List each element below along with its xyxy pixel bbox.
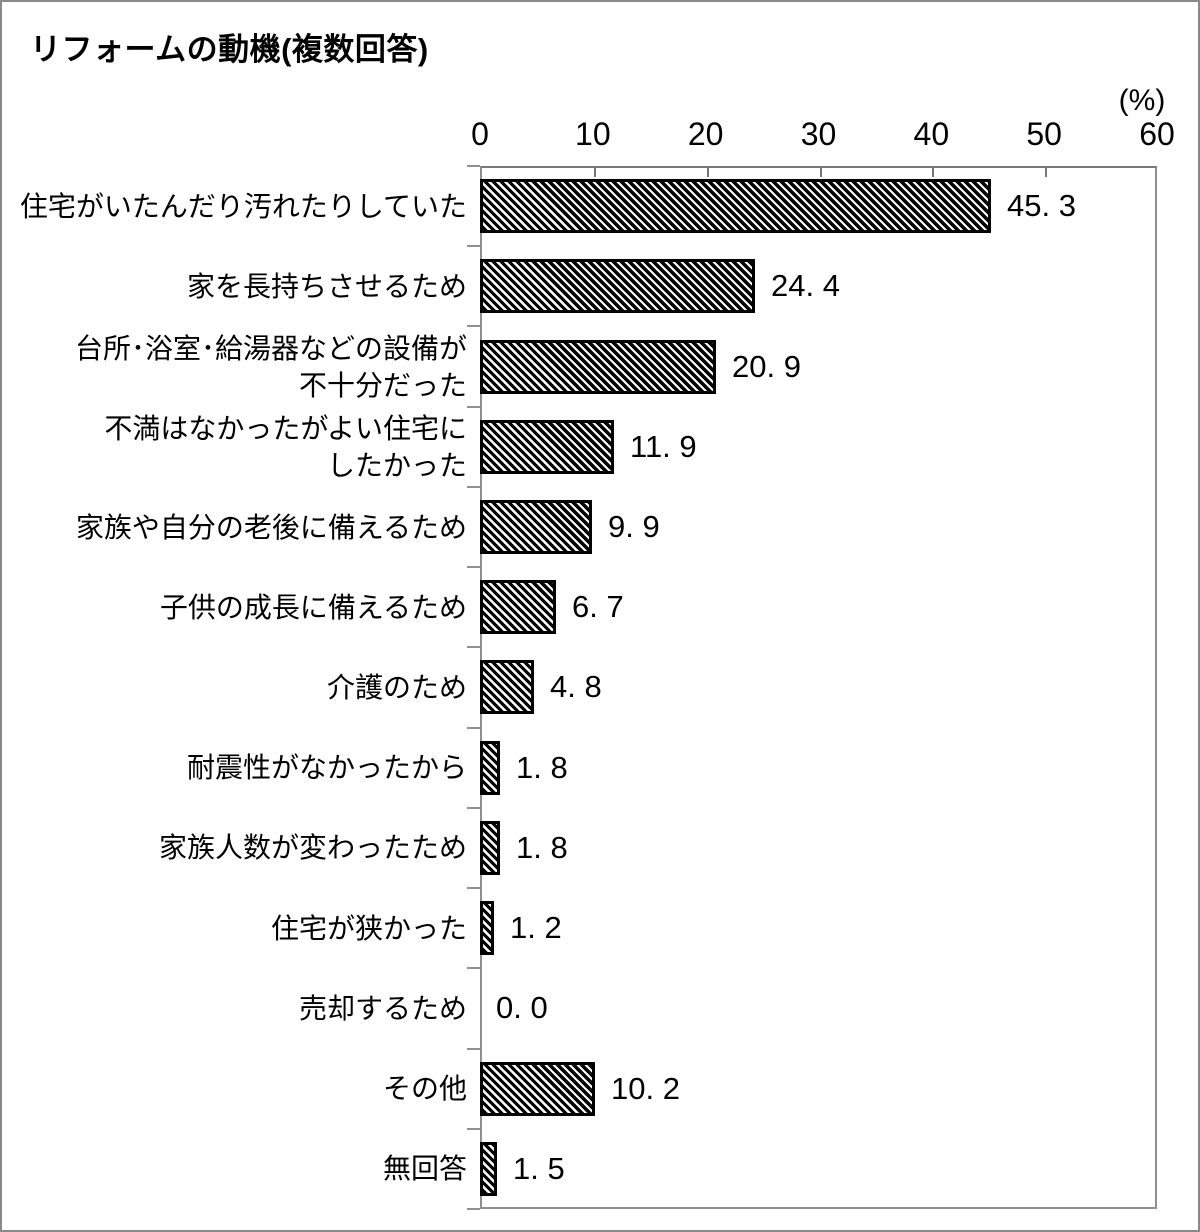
category-label: その他 xyxy=(382,1073,467,1105)
value-label: 11. 9 xyxy=(630,428,697,464)
value-label: 24. 4 xyxy=(771,268,840,304)
value-label: 1. 5 xyxy=(513,1150,565,1186)
value-label: 20. 9 xyxy=(732,348,801,384)
bar-row: 売却するため 0. 0 xyxy=(2,968,1198,1048)
value-label: 6. 7 xyxy=(572,589,624,625)
x-axis-tick-mark xyxy=(1045,168,1048,177)
category-tick-mark xyxy=(467,806,480,809)
category-tick-mark xyxy=(467,1208,480,1210)
category-tick-mark xyxy=(467,165,480,167)
value-label: 0. 0 xyxy=(496,990,548,1026)
category-tick-mark xyxy=(467,325,480,328)
category-label: 売却するため xyxy=(298,992,467,1024)
bar-row: 子供の成長に備えるため 6. 7 xyxy=(2,567,1198,647)
x-axis-tick-mark xyxy=(932,168,935,177)
bar-row: 不満はなかったがよい住宅に したかった 11. 9 xyxy=(2,407,1198,487)
bar xyxy=(480,259,755,314)
category-tick-mark xyxy=(467,1127,480,1130)
bar xyxy=(480,419,614,474)
x-axis-tick-mark xyxy=(819,168,822,177)
value-label: 4. 8 xyxy=(550,669,602,705)
bar-row: 家を長持ちさせるため 24. 4 xyxy=(2,246,1198,326)
category-label: 台所･浴室･給湯器などの設備が 不十分だった xyxy=(74,332,467,401)
bar-row: 介護のため 4. 8 xyxy=(2,647,1198,727)
category-tick-mark xyxy=(467,485,480,488)
category-label: 不満はなかったがよい住宅に したかった xyxy=(104,412,467,481)
bar-row: その他 10. 2 xyxy=(2,1049,1198,1129)
chart-title: リフォームの動機(複数回答) xyxy=(30,32,429,67)
x-tick-label: 50 xyxy=(1026,116,1062,152)
x-tick-label: 40 xyxy=(913,116,950,152)
value-label: 10. 2 xyxy=(611,1070,680,1106)
bar xyxy=(480,500,592,555)
x-tick-label: 10 xyxy=(575,116,611,152)
bar xyxy=(480,1061,595,1116)
category-tick-mark xyxy=(467,887,480,890)
bar xyxy=(480,820,500,875)
category-tick-mark xyxy=(467,1047,480,1050)
bar xyxy=(480,1141,497,1196)
bar-row: 家族や自分の老後に備えるため 9. 9 xyxy=(2,487,1198,567)
category-label: 子供の成長に備えるため xyxy=(159,591,467,623)
value-label: 9. 9 xyxy=(608,509,660,545)
bar-row: 住宅が狭かった 1. 2 xyxy=(2,888,1198,968)
category-label: 介護のため xyxy=(326,671,467,703)
x-axis-tick-mark xyxy=(706,168,709,177)
x-axis-tick-mark xyxy=(593,168,596,177)
bar xyxy=(480,580,556,635)
axis-unit-label: (%) xyxy=(1118,84,1166,117)
x-tick-label: 30 xyxy=(800,116,837,152)
category-label: 無回答 xyxy=(382,1153,467,1185)
category-tick-mark xyxy=(467,245,480,248)
category-tick-mark xyxy=(467,967,480,970)
x-tick-label: 20 xyxy=(687,116,724,152)
bar-row: 住宅がいたんだり汚れたりしていた 45. 3 xyxy=(2,166,1198,246)
x-tick-label: 60 xyxy=(1139,116,1175,152)
value-label: 45. 3 xyxy=(1007,188,1076,224)
x-tick-label: 0 xyxy=(471,116,489,152)
bar xyxy=(480,339,716,394)
bar xyxy=(480,740,500,795)
bar xyxy=(480,660,534,715)
category-tick-mark xyxy=(467,405,480,408)
category-label: 家族人数が変わったため xyxy=(158,832,467,864)
bar-row: 台所･浴室･給湯器などの設備が 不十分だった 20. 9 xyxy=(2,326,1198,406)
category-label: 耐震性がなかったから xyxy=(186,752,467,784)
value-label: 1. 8 xyxy=(516,749,568,785)
category-tick-mark xyxy=(467,726,480,729)
category-label: 住宅が狭かった xyxy=(270,912,467,944)
category-label: 家族や自分の老後に備えるため xyxy=(75,511,467,543)
bar-row: 家族人数が変わったため 1. 8 xyxy=(2,808,1198,888)
value-label: 1. 2 xyxy=(510,910,562,946)
bar xyxy=(480,901,494,956)
category-label: 家を長持ちさせるため xyxy=(186,270,467,302)
category-tick-mark xyxy=(467,646,480,649)
bar xyxy=(480,179,991,234)
bar-row: 無回答 1. 5 xyxy=(2,1129,1198,1209)
bar-row: 耐震性がなかったから 1. 8 xyxy=(2,728,1198,808)
value-label: 1. 8 xyxy=(516,829,568,865)
category-label: 住宅がいたんだり汚れたりしていた xyxy=(19,190,467,222)
category-tick-mark xyxy=(467,566,480,569)
